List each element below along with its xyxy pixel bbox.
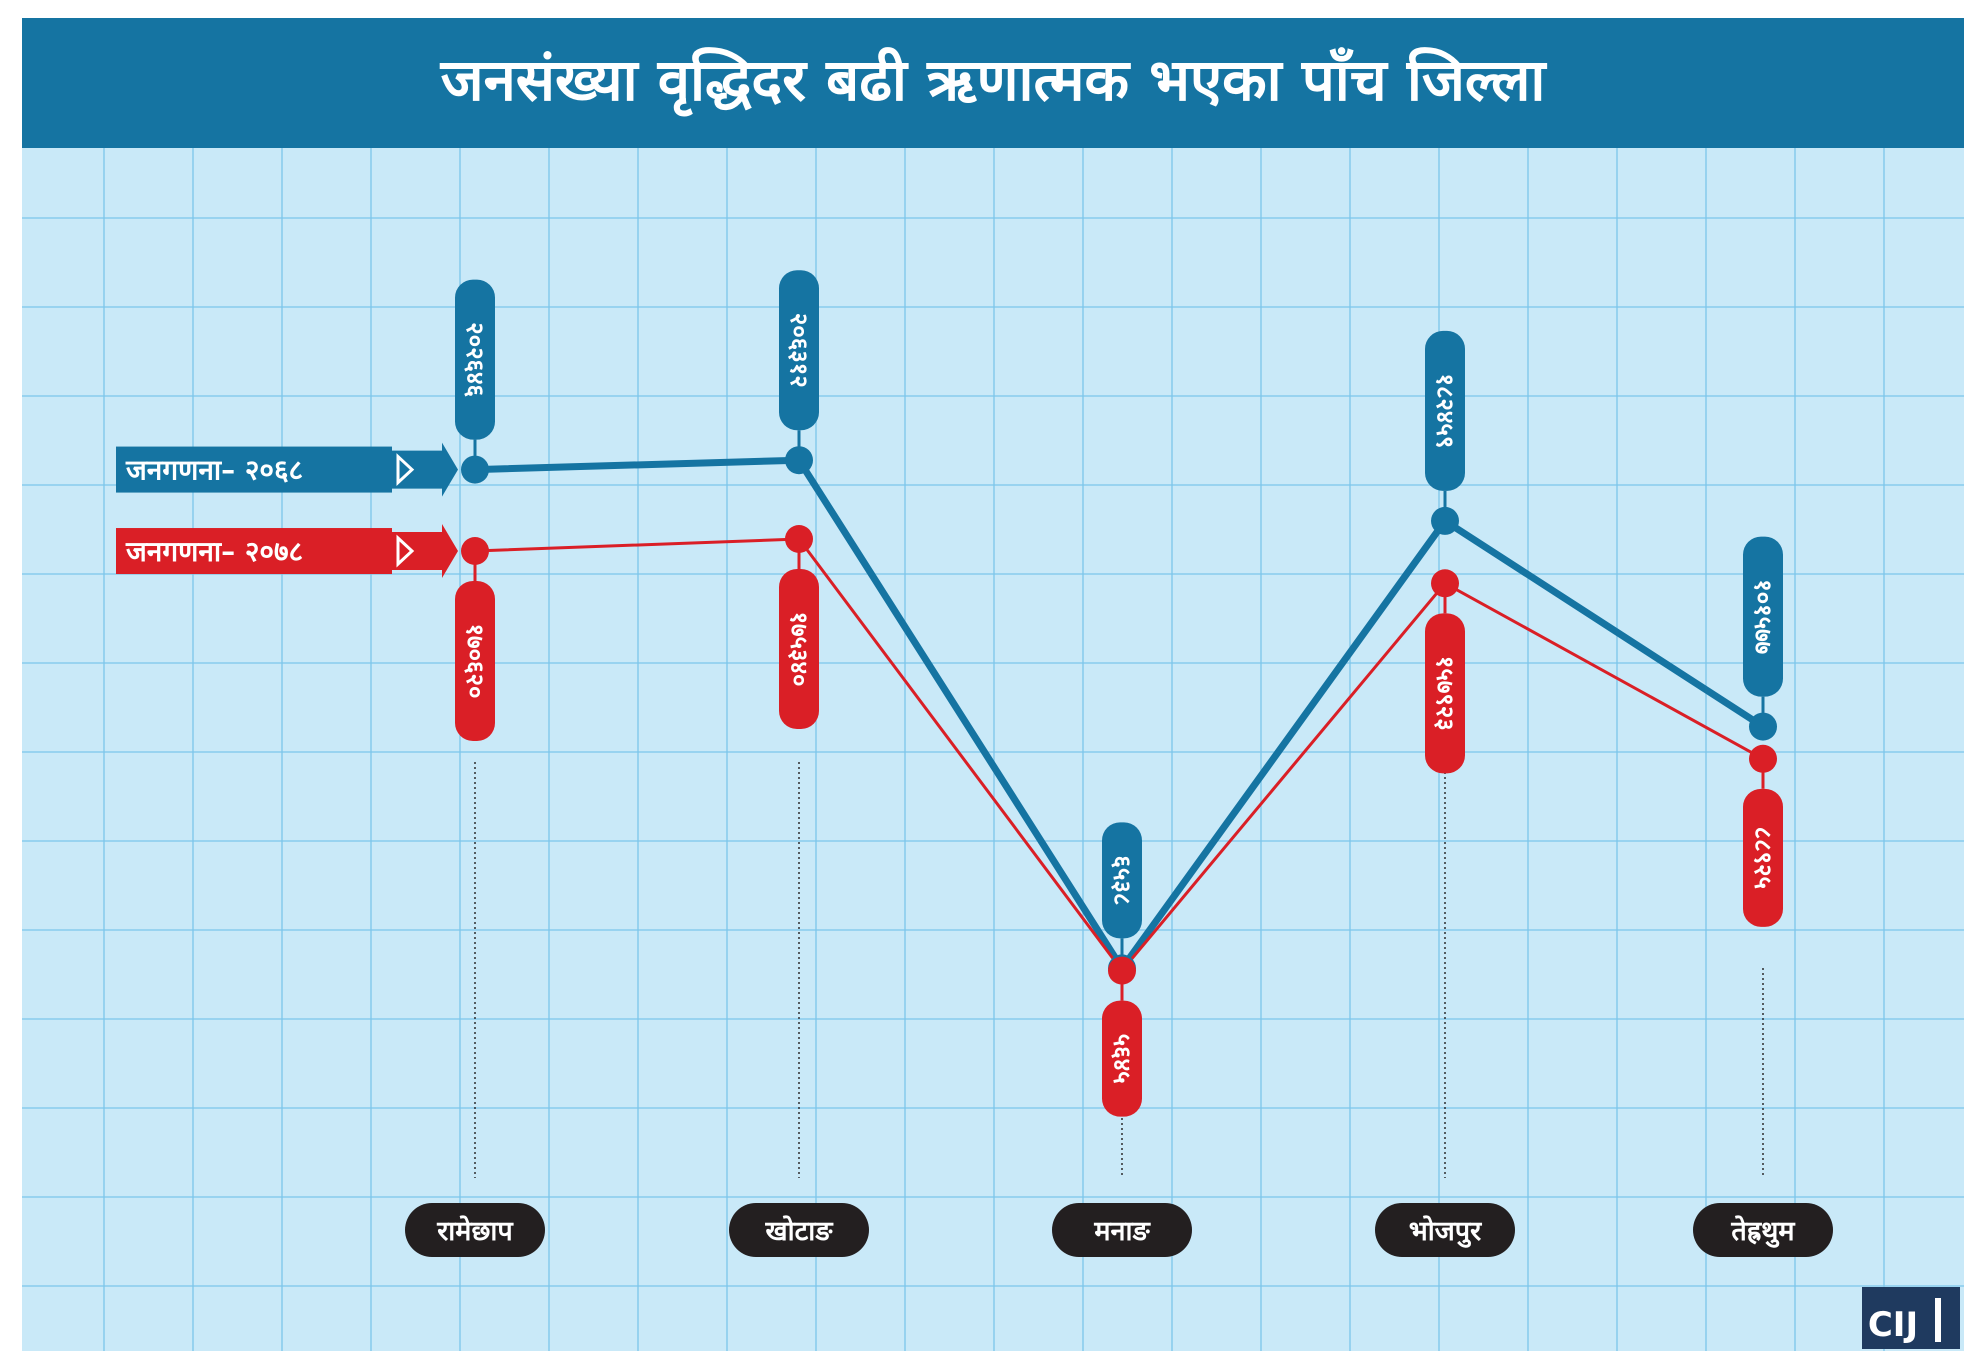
data-point [785,446,813,475]
category-pill [1052,1203,1192,1257]
data-point [785,525,813,553]
category-pill [405,1203,545,1257]
title-bar [22,18,1964,148]
value-label-pill [779,270,819,431]
value-label: २०६३१२ [785,313,813,388]
logo-tower-icon [1935,1298,1941,1342]
value-label: ८८९२५ [1749,827,1777,889]
data-point [1749,744,1777,773]
value-label-pill [1743,536,1783,697]
legend-tag [116,446,392,493]
category-label: मनाङ [1093,1216,1151,1247]
category-pill [1693,1203,1833,1257]
value-label-pill [1425,613,1465,774]
logo-background [1862,1287,1960,1349]
data-point [1431,569,1459,598]
value-label-pill [1102,822,1142,939]
data-points [461,446,1777,985]
value-label: १८२४५९ [1431,373,1459,448]
legend-chevron-icon [396,453,415,487]
data-point [461,455,489,484]
value-label: १७०६२० [461,624,489,699]
category-guides [474,762,1764,1178]
data-point [461,537,489,565]
category-label: खोटाङ [765,1215,835,1247]
category-pill [1375,1203,1515,1257]
value-label: १७५३४० [785,612,813,687]
legend-tag [116,528,392,575]
value-label-pill [455,581,495,742]
value-label-pill [779,569,819,730]
legend-arrow-icon [392,442,458,497]
plot-background [22,148,1964,1351]
grid-lines [22,148,1964,1351]
data-point [1749,712,1777,741]
value-label: १५७९२३ [1431,656,1459,731]
value-label: २०२६४६ [461,322,489,397]
data-point [1108,956,1136,985]
value-label: ५६४५ [1108,1034,1136,1084]
value-label-pill [1102,1000,1142,1117]
value-label-pill [1425,330,1465,491]
chart-title: जनसंख्या वृद्धिदर बढी ऋणात्मक भएका पाँच … [440,46,1548,117]
legend-chevron-icon [396,534,415,568]
category-pill [729,1203,869,1257]
value-label: ६५३८ [1108,855,1136,905]
data-labels: २०२६४६ २०६३१२ ६५३८ १८२४५९ १०१५७७ १७०६२० १७५३४०… [455,270,1783,1117]
legend-label: जनगणना– २०६८ [125,454,303,487]
value-label-pill [455,279,495,440]
legend-arrow-icon [392,524,458,579]
legend-label: जनगणना– २०७८ [125,535,303,568]
data-point [1431,506,1459,535]
cij-logo: CIJ [1862,1287,1960,1349]
category-labels: रामेछाप खोटाङ मनाङ भोजपुर तेह्रथुम [405,1203,1833,1257]
value-label: १०१५७७ [1749,579,1777,654]
category-label: रामेछाप [436,1215,514,1247]
category-label: भोजपुर [1409,1215,1482,1248]
logo-text: CIJ [1868,1305,1918,1345]
legend: जनगणना– २०६८ जनगणना– २०७८ [116,442,458,579]
category-label: तेह्रथुम [1730,1215,1795,1248]
value-label-pill [1743,788,1783,927]
